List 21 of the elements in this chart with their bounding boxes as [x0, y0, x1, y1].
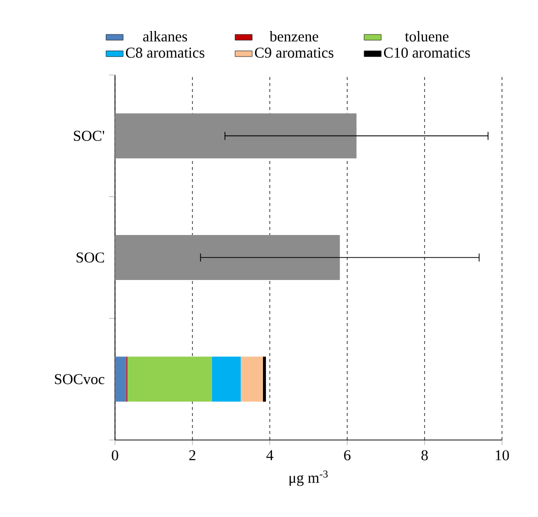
x-axis-title: μg m$^{-3}$	[290, 470, 328, 486]
legend-label: toluene	[404, 30, 448, 42]
legend-label: C8 aromatics	[126, 48, 204, 58]
y-tick-label: SOCvoc	[54, 374, 104, 384]
legend-label: alkanes	[143, 30, 188, 42]
legend-label: C10 aromatics	[384, 48, 470, 58]
bar	[115, 356, 126, 402]
legend-label: benzene	[270, 30, 318, 42]
x-tick-label: 8	[421, 450, 428, 460]
legend-label: C9 aromatics	[254, 48, 334, 58]
bar	[262, 356, 266, 402]
x-tick-label: 4	[266, 450, 274, 460]
x-tick-label: 10	[496, 450, 509, 460]
x-tick-label: 0	[112, 450, 118, 460]
bar	[212, 356, 241, 402]
bar	[127, 356, 212, 402]
x-tick-label: 2	[189, 450, 196, 460]
x-tick-label: 6	[344, 450, 351, 460]
y-tick-label: SOC'	[74, 130, 104, 141]
bar	[240, 356, 263, 402]
y-tick-label: SOC	[76, 252, 104, 263]
